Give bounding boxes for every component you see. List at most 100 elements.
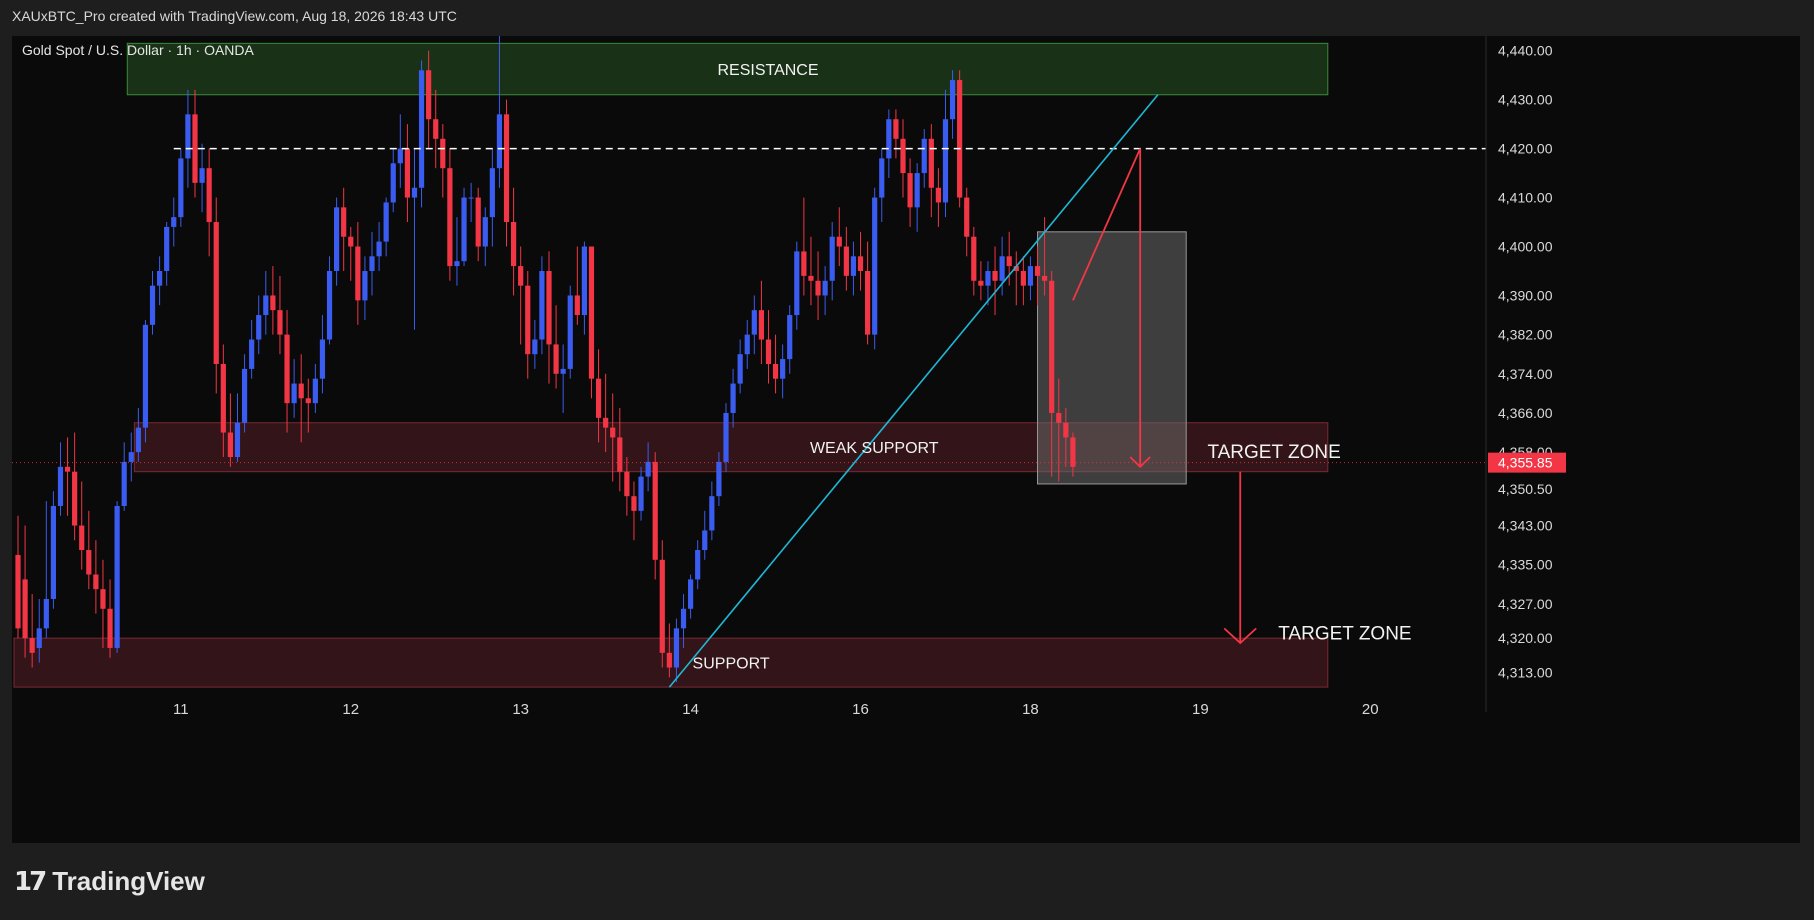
candle [765, 310, 772, 384]
candle [100, 559, 106, 648]
arrowhead-1 [1129, 456, 1151, 469]
candle-body [850, 256, 857, 276]
candle [850, 241, 857, 296]
arrowhead-2 [1223, 627, 1257, 645]
y-tick-label: 4,350.50 [1498, 481, 1553, 497]
y-tick-label: 4,440.00 [1498, 43, 1553, 59]
candle-body [553, 344, 559, 374]
candle-body [454, 261, 460, 267]
candle-body [256, 315, 262, 340]
candle [475, 187, 481, 262]
candle-body [879, 158, 885, 198]
candle [149, 270, 156, 335]
candle-body [865, 270, 871, 335]
x-tick-label: 14 [682, 701, 699, 718]
candle [645, 442, 651, 492]
candle-body [192, 114, 198, 183]
candle [489, 148, 495, 247]
candle [15, 515, 21, 639]
candle [511, 187, 517, 296]
candle-body [659, 559, 665, 653]
candle [928, 124, 934, 218]
price-chart[interactable]: RESISTANCE WEAK SUPPORT SUPPORT TARGET ZONE… [12, 36, 1800, 843]
candle-body [383, 202, 389, 242]
candle [546, 251, 552, 384]
candle-body [872, 197, 878, 335]
candle-body [298, 383, 304, 399]
candle-body [171, 217, 177, 227]
projection-box [1037, 231, 1187, 485]
candle [695, 540, 701, 590]
candle-body [843, 246, 849, 276]
candle [1020, 256, 1026, 306]
candle-body [185, 114, 191, 159]
candle [79, 481, 85, 570]
candle [114, 501, 120, 653]
candle [872, 187, 878, 350]
candle-body [688, 579, 694, 609]
candle [234, 393, 241, 462]
candle-body [249, 339, 255, 369]
zone-resistance [126, 42, 1329, 96]
candle [404, 124, 410, 223]
target-zone-label: TARGET ZONE [1207, 442, 1340, 463]
candle-body [518, 266, 524, 286]
x-tick-label: 16 [852, 701, 869, 718]
candle [369, 231, 375, 296]
last-price-label: 4,355.85 [1498, 455, 1553, 471]
candle-body [326, 270, 333, 340]
candle-body [744, 334, 750, 355]
y-tick-label: 4,382.00 [1498, 327, 1553, 343]
candle-body [815, 280, 821, 296]
candle-body [985, 270, 991, 286]
candle [567, 285, 573, 379]
candle-body [829, 236, 835, 281]
candle [893, 109, 899, 159]
candle-body [482, 217, 488, 247]
candle [93, 540, 99, 614]
candle-body [928, 138, 934, 188]
candle [744, 319, 750, 369]
candle [411, 148, 418, 330]
candle [29, 594, 35, 668]
candle [610, 393, 616, 482]
candle [383, 197, 389, 257]
candle [64, 437, 71, 516]
candle [355, 222, 361, 325]
candle [348, 226, 354, 281]
candle-body [603, 417, 609, 428]
candle [843, 226, 849, 291]
candle [815, 251, 821, 320]
tradingview-logo[interactable]: 17 TradingView [14, 866, 205, 897]
candle-body [79, 525, 85, 551]
candle-body [978, 280, 984, 286]
candle-body [64, 466, 71, 472]
y-tick-label: 4,320.00 [1498, 630, 1553, 646]
candle [1042, 217, 1048, 296]
candle-body [638, 476, 644, 511]
symbol-label: Gold Spot / U.S. Dollar · 1h · OANDA [22, 42, 255, 58]
candle [553, 305, 559, 389]
candle [949, 70, 956, 139]
chart-panel[interactable]: RESISTANCE WEAK SUPPORT SUPPORT TARGET ZONE… [12, 36, 1800, 843]
candle-body [355, 246, 361, 301]
candle [128, 432, 134, 482]
candle-body [234, 422, 241, 458]
candle [1013, 251, 1019, 306]
candle [107, 579, 113, 658]
candle-body [532, 339, 538, 355]
candle-body [921, 138, 927, 174]
y-tick-label: 4,327.00 [1498, 596, 1553, 612]
candle [581, 241, 587, 335]
candle [751, 295, 757, 355]
candle-body [22, 579, 28, 639]
candle-body [426, 70, 432, 120]
candle [1049, 270, 1055, 477]
candle [603, 373, 609, 453]
candle [978, 261, 984, 301]
candle-body [588, 246, 595, 379]
candle-body [935, 187, 941, 203]
candle-body [206, 168, 212, 223]
candle-body [900, 138, 906, 174]
candle-body [263, 295, 269, 316]
